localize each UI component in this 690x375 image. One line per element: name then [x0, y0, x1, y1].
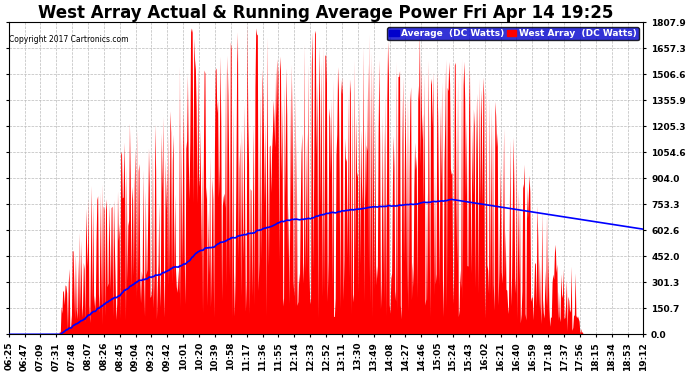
Legend: Average  (DC Watts), West Array  (DC Watts): Average (DC Watts), West Array (DC Watts…: [387, 27, 639, 40]
Text: Copyright 2017 Cartronics.com: Copyright 2017 Cartronics.com: [9, 35, 129, 44]
Title: West Array Actual & Running Average Power Fri Apr 14 19:25: West Array Actual & Running Average Powe…: [39, 4, 613, 22]
